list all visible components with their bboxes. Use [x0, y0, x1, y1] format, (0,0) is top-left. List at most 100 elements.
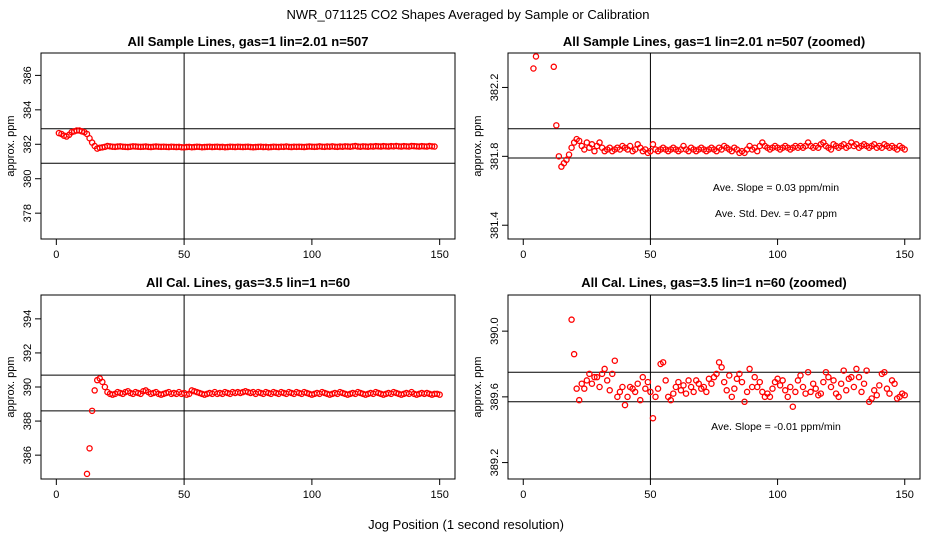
data-point [853, 365, 860, 373]
data-point [565, 151, 573, 158]
y-tick-label: 382 [22, 135, 34, 153]
data-point [428, 143, 436, 150]
figure-x-axis-label: Jog Position (1 second resolution) [368, 517, 564, 532]
data-point [715, 359, 723, 366]
data-point [741, 398, 748, 406]
data-point [652, 393, 659, 401]
data-point [532, 53, 540, 60]
data-point [863, 367, 870, 374]
data-point [685, 377, 692, 384]
data-point [858, 388, 865, 396]
data-point [850, 383, 858, 391]
data-point [621, 401, 629, 409]
data-point [873, 391, 881, 399]
data-point [825, 373, 832, 381]
data-point [606, 387, 613, 394]
data-point [586, 370, 593, 378]
data-point [901, 146, 908, 153]
data-point [802, 390, 809, 397]
y-tick-label: 384 [22, 101, 34, 119]
x-tick-label: 0 [520, 249, 526, 261]
data-point [86, 445, 93, 452]
chart-panel-2: All Sample Lines, gas=1 lin=2.01 n=507 (… [472, 34, 921, 261]
data-point [593, 373, 601, 381]
data-point [619, 383, 626, 391]
data-point [883, 385, 891, 392]
data-point [642, 385, 649, 392]
x-tick-label: 150 [896, 249, 914, 261]
data-point [596, 139, 603, 146]
data-point [654, 385, 662, 392]
data-point [728, 393, 736, 401]
y-tick-label: 386 [22, 446, 34, 464]
data-point [575, 396, 583, 404]
data-point [708, 380, 715, 387]
data-point [827, 383, 835, 391]
x-tick-label: 150 [430, 489, 448, 501]
data-point [840, 367, 847, 374]
data-point [901, 391, 908, 399]
panel-title: All Cal. Lines, gas=3.5 lin=1 n=60 (zoom… [581, 275, 847, 290]
x-tick-label: 100 [768, 489, 786, 501]
data-point [680, 382, 687, 389]
stat-annotation: Ave. Slope = -0.01 ppm/min [711, 421, 841, 433]
plot-frame [40, 52, 456, 240]
data-point [736, 370, 743, 378]
data-point [568, 316, 575, 323]
y-tick-label: 381.8 [489, 143, 501, 171]
data-point [703, 388, 710, 396]
data-point [868, 395, 875, 402]
data-point [776, 382, 784, 389]
data-point [756, 378, 764, 386]
data-point [601, 365, 608, 373]
data-point [812, 385, 819, 392]
x-tick-label: 50 [178, 249, 190, 261]
data-point [614, 393, 621, 401]
data-point [573, 385, 580, 392]
data-point [649, 141, 657, 148]
data-point [598, 370, 606, 378]
data-point [738, 378, 746, 386]
data-point [820, 378, 827, 386]
x-tick-label: 0 [53, 249, 59, 261]
plot-frame [507, 294, 921, 480]
data-point [881, 368, 888, 376]
data-point [784, 393, 792, 401]
data-point [550, 63, 558, 71]
data-point [886, 390, 893, 397]
data-point [789, 403, 797, 410]
data-point [766, 393, 774, 401]
data-point [797, 372, 804, 379]
data-point [687, 383, 695, 391]
data-point [644, 378, 652, 386]
data-point [591, 147, 598, 155]
x-tick-label: 0 [53, 489, 59, 501]
data-point [733, 375, 741, 383]
data-point [787, 383, 794, 391]
data-point [553, 122, 560, 129]
data-point [748, 383, 756, 391]
data-point [753, 383, 761, 391]
data-point [794, 377, 802, 384]
chart-panel-4: All Cal. Lines, gas=3.5 lin=1 n=60 (zoom… [472, 275, 921, 501]
data-point [101, 383, 109, 391]
data-point [88, 407, 96, 415]
data-point [876, 382, 883, 389]
data-point [769, 385, 776, 392]
data-point [670, 390, 677, 397]
y-axis-label: approx. ppm [472, 115, 484, 176]
y-axis-label: approx. ppm [5, 356, 17, 417]
data-point [822, 368, 830, 376]
data-point [837, 380, 845, 387]
data-point [570, 350, 578, 358]
x-tick-label: 50 [644, 489, 656, 501]
data-point [807, 388, 814, 396]
data-point [91, 387, 98, 394]
data-point [751, 373, 758, 381]
y-tick-label: 392 [22, 344, 34, 362]
data-point [672, 383, 680, 391]
data-point [609, 370, 616, 378]
data-point [530, 65, 537, 72]
plot-frame [507, 52, 921, 240]
